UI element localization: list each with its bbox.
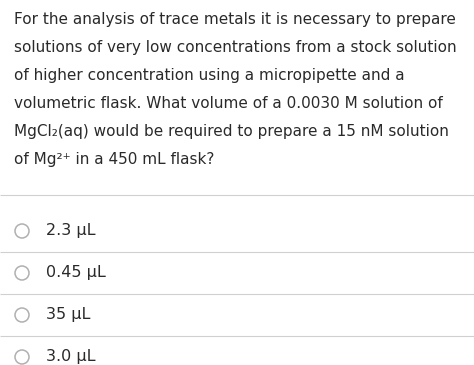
Text: MgCl₂(aq) would be required to prepare a 15 nM solution: MgCl₂(aq) would be required to prepare a… bbox=[14, 124, 449, 139]
Text: 0.45 μL: 0.45 μL bbox=[46, 265, 106, 280]
Text: 3.0 μL: 3.0 μL bbox=[46, 350, 95, 365]
Text: solutions of very low concentrations from a stock solution: solutions of very low concentrations fro… bbox=[14, 40, 456, 55]
Text: For the analysis of trace metals it is necessary to prepare: For the analysis of trace metals it is n… bbox=[14, 12, 456, 27]
Text: 2.3 μL: 2.3 μL bbox=[46, 223, 95, 238]
Text: of Mg²⁺ in a 450 mL flask?: of Mg²⁺ in a 450 mL flask? bbox=[14, 152, 214, 167]
Text: volumetric flask. What volume of a 0.0030 M solution of: volumetric flask. What volume of a 0.003… bbox=[14, 96, 443, 111]
Text: 35 μL: 35 μL bbox=[46, 307, 91, 323]
Text: of higher concentration using a micropipette and a: of higher concentration using a micropip… bbox=[14, 68, 405, 83]
